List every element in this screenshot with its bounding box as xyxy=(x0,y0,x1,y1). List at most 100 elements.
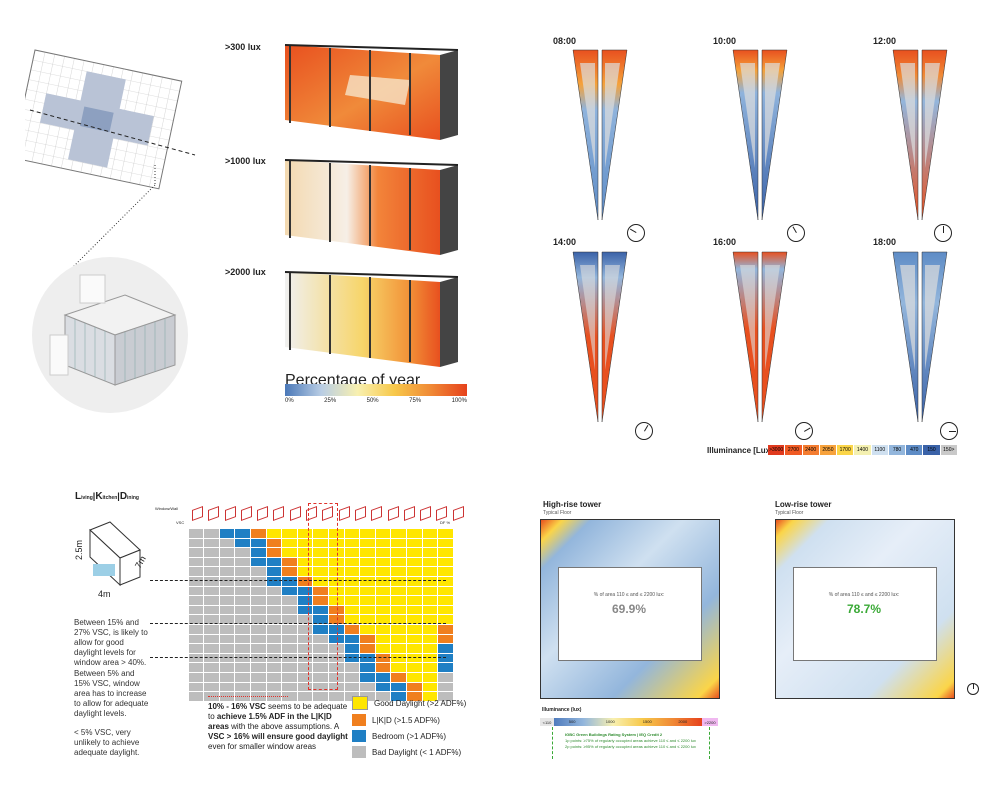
vsc-cell xyxy=(405,662,423,673)
vsc-cell xyxy=(172,671,189,683)
vsc-cell xyxy=(172,691,189,702)
vsc-cell xyxy=(359,662,376,673)
vsc-cell xyxy=(327,691,345,702)
illuminance-scale-swatch: 2400 xyxy=(802,445,820,455)
vsc-cell xyxy=(234,662,251,673)
vsc-cell xyxy=(265,643,283,654)
percentage-legend-bar xyxy=(285,384,467,396)
legend-label: Bedroom (>1 ADF%) xyxy=(372,731,447,741)
vsc-cell xyxy=(234,671,251,683)
vsc-cell xyxy=(421,566,439,577)
vsc-cell xyxy=(172,681,189,693)
illuminance-scale: >3000 2700 2400 2050 1700 1400 1100 780 470 150 15… xyxy=(768,445,958,455)
vsc-cell xyxy=(359,671,376,683)
vsc-cell xyxy=(421,671,439,683)
vsc-cell xyxy=(343,671,361,683)
plan-legend-title: Illuminance (lux) xyxy=(542,707,582,713)
vsc-cell xyxy=(172,575,189,587)
vsc-cell xyxy=(249,528,267,539)
vsc-cell xyxy=(203,623,220,635)
vsc-cell xyxy=(343,585,361,597)
window-wall-icon xyxy=(338,505,350,522)
vsc-cell xyxy=(281,556,298,568)
vsc-cell xyxy=(265,633,283,645)
vsc-cell xyxy=(421,595,439,606)
time-label-0800: 08:00 xyxy=(553,36,577,46)
high-rise-value: 69.9% xyxy=(611,602,647,616)
vsc-cell xyxy=(249,623,267,635)
vsc-cell xyxy=(359,604,376,616)
vsc-cell xyxy=(218,604,236,616)
vsc-cell xyxy=(281,662,298,673)
vsc-cell xyxy=(405,566,423,577)
time-label-1400: 14:00 xyxy=(553,237,577,247)
vsc-cell xyxy=(437,604,454,616)
plan-legend-gradient: 500 1000 1500 2000 xyxy=(554,718,702,726)
vsc-cell xyxy=(265,681,283,693)
render-label-2000: >2000 lux xyxy=(225,267,266,277)
vsc-cell xyxy=(203,652,220,664)
illuminance-scale-swatch: 1400 xyxy=(854,445,872,455)
illuminance-scale-swatch: >3000 xyxy=(768,445,786,455)
vsc-cell xyxy=(421,528,439,539)
vsc-cell xyxy=(234,643,251,654)
callout-part: even for smaller window areas xyxy=(208,742,317,751)
vsc-cell xyxy=(343,662,361,673)
window-wall-icon xyxy=(452,505,464,522)
vsc-cell xyxy=(187,691,205,702)
vsc-cell xyxy=(390,547,407,558)
vsc-cell xyxy=(187,643,205,654)
vsc-threshold-line xyxy=(150,623,446,624)
vsc-cell xyxy=(374,643,392,654)
vsc-cell xyxy=(343,643,361,654)
vsc-cell xyxy=(421,547,439,558)
vsc-cell xyxy=(249,662,267,673)
window-wall-label: Window/Wall xyxy=(155,506,178,511)
window-wall-icon xyxy=(354,505,366,522)
vsc-cell xyxy=(281,671,298,683)
callout-part: seems to be adequate to xyxy=(208,702,348,721)
sun-angle-icon xyxy=(635,422,653,440)
vsc-cell xyxy=(421,575,439,587)
vsc-cell xyxy=(343,547,361,558)
vsc-cell xyxy=(281,652,298,664)
vsc-cell xyxy=(172,528,189,539)
high-rise-caption: % of area 110 ≤ and ≤ 2200 lux: xyxy=(593,592,665,598)
lkd-title-part: itchen xyxy=(102,495,118,501)
vsc-label: VSC xyxy=(176,520,185,525)
lkd-title: Living|Kitchen|Dining xyxy=(75,491,139,502)
vsc-cell xyxy=(234,556,251,568)
high-rise-title: High-rise tower xyxy=(543,500,602,509)
vsc-cell xyxy=(359,575,376,587)
vsc-cell xyxy=(203,595,220,606)
vsc-cell xyxy=(265,623,283,635)
vsc-cell xyxy=(265,556,283,568)
vsc-callout: 10% - 16% VSC seems to be adequate to ac… xyxy=(208,702,348,752)
vsc-cell xyxy=(343,623,361,635)
time-label-1000: 10:00 xyxy=(713,36,737,46)
vsc-cell xyxy=(437,595,454,606)
vsc-cell xyxy=(421,585,439,597)
vsc-cell xyxy=(421,643,439,654)
vsc-cell xyxy=(343,604,361,616)
igbc-bracket xyxy=(552,727,710,759)
vsc-cell xyxy=(359,633,376,645)
vsc-cell xyxy=(405,623,423,635)
vsc-cell xyxy=(374,633,392,645)
vsc-cell xyxy=(437,662,454,673)
vsc-cell xyxy=(249,604,267,616)
vsc-cell xyxy=(390,643,407,654)
vsc-cell xyxy=(343,566,361,577)
vsc-cell xyxy=(218,633,236,645)
vsc-cell xyxy=(187,671,205,683)
illuminance-scale-swatch: 150 xyxy=(923,445,941,455)
vsc-cell xyxy=(390,633,407,645)
plan-legend-tick: 2000 xyxy=(678,719,688,724)
vsc-cell xyxy=(203,547,220,558)
lkd-title-part: ining xyxy=(127,495,139,501)
igbc-line: 2p points: ≥95% of regularly occupied ar… xyxy=(565,744,696,749)
vsc-cell xyxy=(203,604,220,616)
vsc-cell xyxy=(265,537,283,549)
vsc-cell xyxy=(187,566,205,577)
vsc-cell xyxy=(203,585,220,597)
